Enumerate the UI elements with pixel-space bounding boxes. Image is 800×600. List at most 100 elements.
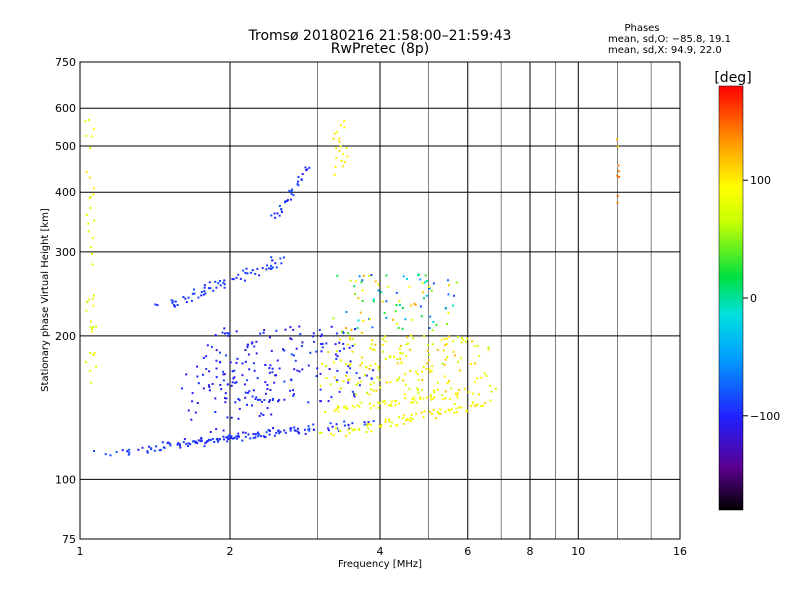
data-point xyxy=(196,375,199,378)
data-point xyxy=(233,369,236,372)
data-point xyxy=(616,194,619,197)
data-point xyxy=(359,364,362,367)
data-point xyxy=(616,138,618,141)
y-tick-label: 75 xyxy=(62,533,76,546)
data-point xyxy=(266,388,269,391)
data-point xyxy=(320,431,323,434)
data-point xyxy=(458,389,460,391)
data-point xyxy=(156,304,159,307)
data-point xyxy=(278,205,281,207)
data-point xyxy=(187,445,189,447)
data-point xyxy=(270,349,273,352)
data-point xyxy=(284,431,287,434)
data-point xyxy=(207,440,209,442)
data-point xyxy=(270,214,273,217)
data-point xyxy=(377,406,380,409)
data-point xyxy=(412,337,415,340)
data-point xyxy=(332,317,335,320)
data-point xyxy=(407,342,410,345)
data-point xyxy=(222,370,225,373)
data-point xyxy=(398,304,401,306)
data-point xyxy=(251,341,254,344)
data-point xyxy=(268,400,271,403)
data-point xyxy=(260,400,263,403)
data-point xyxy=(308,166,311,169)
data-point xyxy=(271,259,274,262)
data-point xyxy=(266,384,269,386)
data-point xyxy=(335,357,338,360)
data-point xyxy=(381,300,384,303)
data-point xyxy=(176,304,179,306)
data-point xyxy=(247,353,250,356)
data-point xyxy=(276,212,279,215)
data-point xyxy=(345,147,348,149)
data-point xyxy=(200,294,203,297)
data-point xyxy=(347,365,350,368)
data-point xyxy=(374,362,377,365)
data-point xyxy=(242,431,244,434)
data-point xyxy=(470,405,473,408)
chart-subtitle: RwPretec (8p) xyxy=(331,41,429,57)
data-point xyxy=(335,332,338,335)
data-point xyxy=(224,397,226,400)
y-tick-label: 750 xyxy=(55,56,76,69)
data-point xyxy=(396,379,398,382)
data-point xyxy=(307,401,310,404)
data-point xyxy=(85,309,88,312)
data-point xyxy=(226,440,229,443)
data-point xyxy=(214,397,217,400)
data-point xyxy=(319,335,322,338)
data-point xyxy=(265,268,268,271)
data-point xyxy=(296,430,299,433)
data-point xyxy=(269,429,271,432)
data-point xyxy=(618,170,620,173)
data-point xyxy=(126,449,129,452)
data-point xyxy=(332,137,335,140)
data-point xyxy=(291,188,294,191)
data-point xyxy=(419,278,422,281)
data-point xyxy=(168,442,171,445)
data-point xyxy=(465,409,468,412)
data-point xyxy=(205,367,208,370)
data-point xyxy=(409,370,412,373)
data-point xyxy=(265,431,268,434)
data-point xyxy=(349,360,352,363)
data-point xyxy=(427,353,430,356)
data-point xyxy=(270,256,273,259)
data-point xyxy=(266,264,268,267)
data-point xyxy=(460,341,463,344)
data-point xyxy=(343,420,346,423)
data-point xyxy=(459,357,462,360)
data-point xyxy=(301,341,304,344)
data-point xyxy=(408,387,411,390)
data-point xyxy=(380,291,383,294)
data-point xyxy=(457,360,460,363)
data-point xyxy=(200,291,203,293)
data-point xyxy=(409,348,412,351)
y-tick-label: 400 xyxy=(55,186,76,199)
data-point xyxy=(406,336,409,339)
data-point xyxy=(327,400,330,403)
data-point xyxy=(279,430,282,433)
data-point xyxy=(268,433,271,436)
data-point xyxy=(253,362,255,365)
data-point xyxy=(268,371,271,374)
data-point xyxy=(218,438,221,441)
data-point xyxy=(365,374,368,377)
data-point xyxy=(389,355,392,358)
data-point xyxy=(264,392,267,395)
data-point xyxy=(400,362,403,365)
data-point xyxy=(347,428,350,431)
data-point xyxy=(387,285,390,288)
data-point xyxy=(278,367,281,370)
data-point xyxy=(203,290,206,293)
data-point xyxy=(193,288,195,291)
data-point xyxy=(356,327,359,330)
data-point xyxy=(447,293,450,296)
data-point xyxy=(226,435,229,438)
data-point xyxy=(90,381,93,384)
data-point xyxy=(400,361,403,363)
phases-stats-o: mean, sd,O: −85.8, 19.1 xyxy=(608,34,731,45)
data-point xyxy=(289,389,292,392)
data-point xyxy=(219,351,221,354)
